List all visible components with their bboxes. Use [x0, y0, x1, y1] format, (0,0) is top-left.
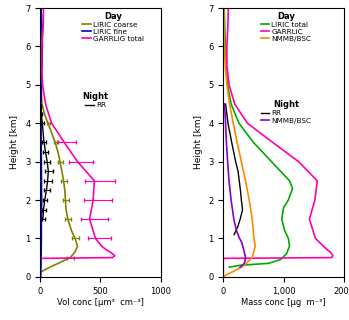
Y-axis label: Height [km]: Height [km]	[10, 116, 20, 169]
Y-axis label: Height [km]: Height [km]	[194, 116, 203, 169]
Legend: RR: RR	[82, 92, 109, 108]
X-axis label: Mass conc [μg  m⁻³]: Mass conc [μg m⁻³]	[241, 298, 326, 307]
X-axis label: Vol conc [μm³  cm⁻³]: Vol conc [μm³ cm⁻³]	[57, 298, 144, 307]
Legend: RR, NMMB/BSC: RR, NMMB/BSC	[261, 100, 311, 124]
